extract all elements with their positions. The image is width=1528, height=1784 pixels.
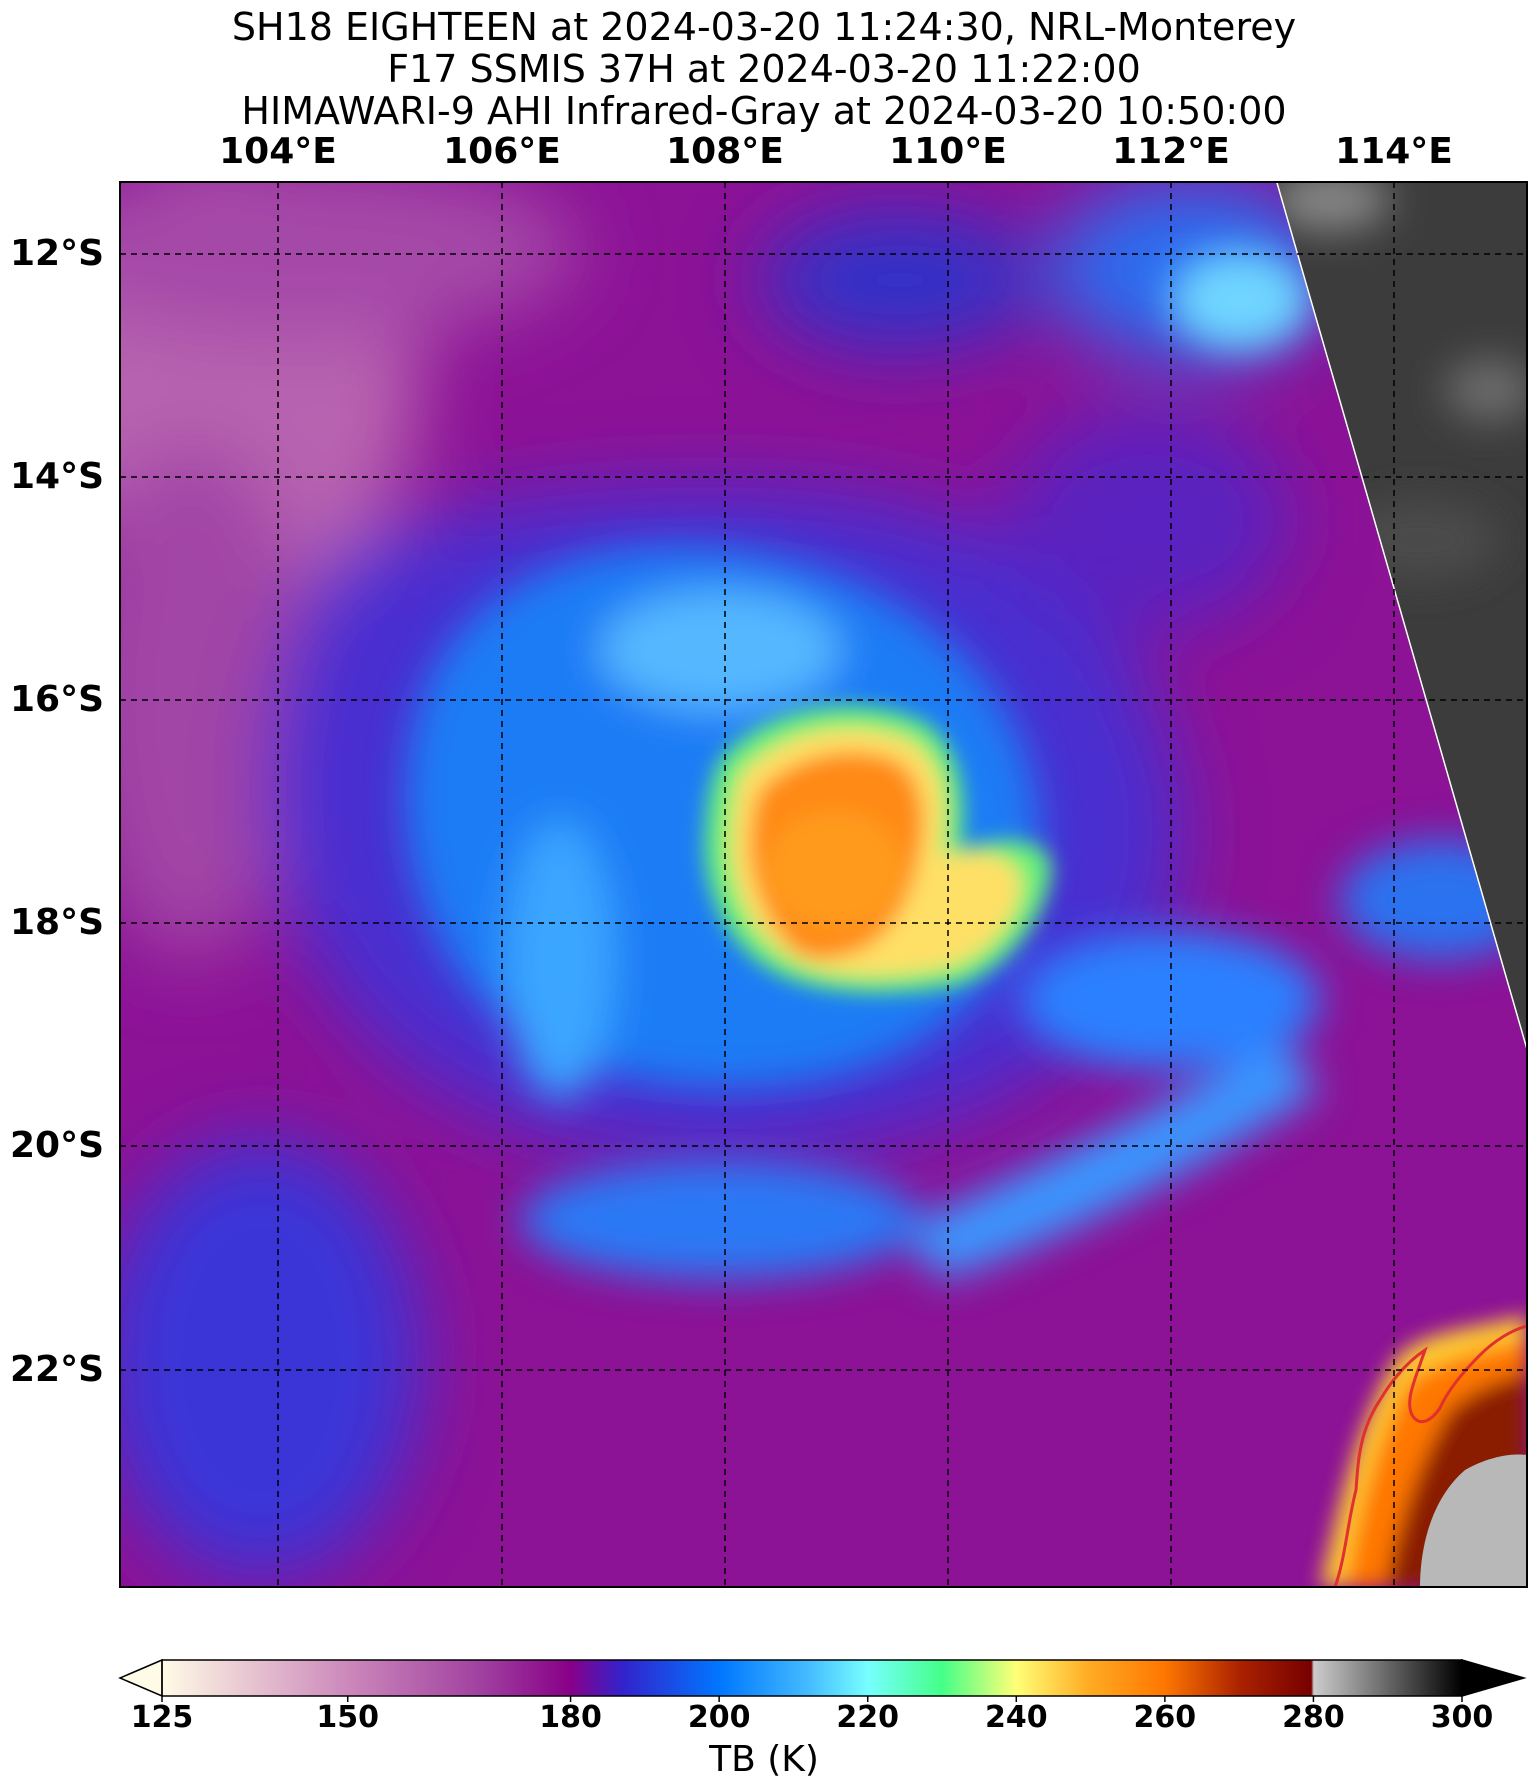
colorbar-tick-label: 300 bbox=[1430, 1700, 1494, 1735]
colorbar-tick-label: 125 bbox=[130, 1700, 194, 1735]
colorbar-tick-label: 150 bbox=[316, 1700, 380, 1735]
lat-label-14S: 14°S bbox=[10, 456, 105, 497]
colorbar-min-arrow bbox=[118, 1658, 163, 1698]
map-frame bbox=[119, 181, 1528, 1588]
lat-label-18S: 18°S bbox=[10, 902, 105, 943]
land-area bbox=[1320, 1315, 1527, 1587]
title-line-3: HIMAWARI-9 AHI Infrared-Gray at 2024-03-… bbox=[241, 89, 1287, 133]
lon-label-114E: 114°E bbox=[1335, 131, 1453, 172]
colorbar-tick-label: 220 bbox=[836, 1700, 900, 1735]
lat-label-20S: 20°S bbox=[10, 1125, 105, 1166]
colorbar-tick-label: 240 bbox=[984, 1700, 1048, 1735]
colorbar-max-arrow bbox=[1461, 1659, 1527, 1697]
lon-label-112E: 112°E bbox=[1112, 131, 1230, 172]
graticule bbox=[120, 182, 1527, 1587]
title-line-2: F17 SSMIS 37H at 2024-03-20 11:22:00 bbox=[387, 47, 1141, 91]
tb-image bbox=[120, 182, 1527, 1587]
colorbar-title: TB (K) bbox=[709, 1739, 819, 1780]
lat-label-16S: 16°S bbox=[10, 679, 105, 720]
lon-label-108E: 108°E bbox=[666, 131, 784, 172]
lat-label-22S: 22°S bbox=[10, 1349, 105, 1390]
lon-label-104E: 104°E bbox=[219, 131, 337, 172]
title-line-1: SH18 EIGHTEEN at 2024-03-20 11:24:30, NR… bbox=[231, 5, 1297, 49]
colorbar-tick-label: 280 bbox=[1282, 1700, 1345, 1735]
colorbar-tick-label: 260 bbox=[1133, 1700, 1197, 1735]
colorbar-tick-label: 200 bbox=[687, 1700, 751, 1735]
colorbar-tick-label: 180 bbox=[539, 1700, 602, 1735]
colorbar bbox=[118, 1658, 1527, 1702]
lon-label-106E: 106°E bbox=[443, 131, 561, 172]
lat-label-12S: 12°S bbox=[10, 233, 105, 274]
lon-label-110E: 110°E bbox=[889, 131, 1007, 172]
